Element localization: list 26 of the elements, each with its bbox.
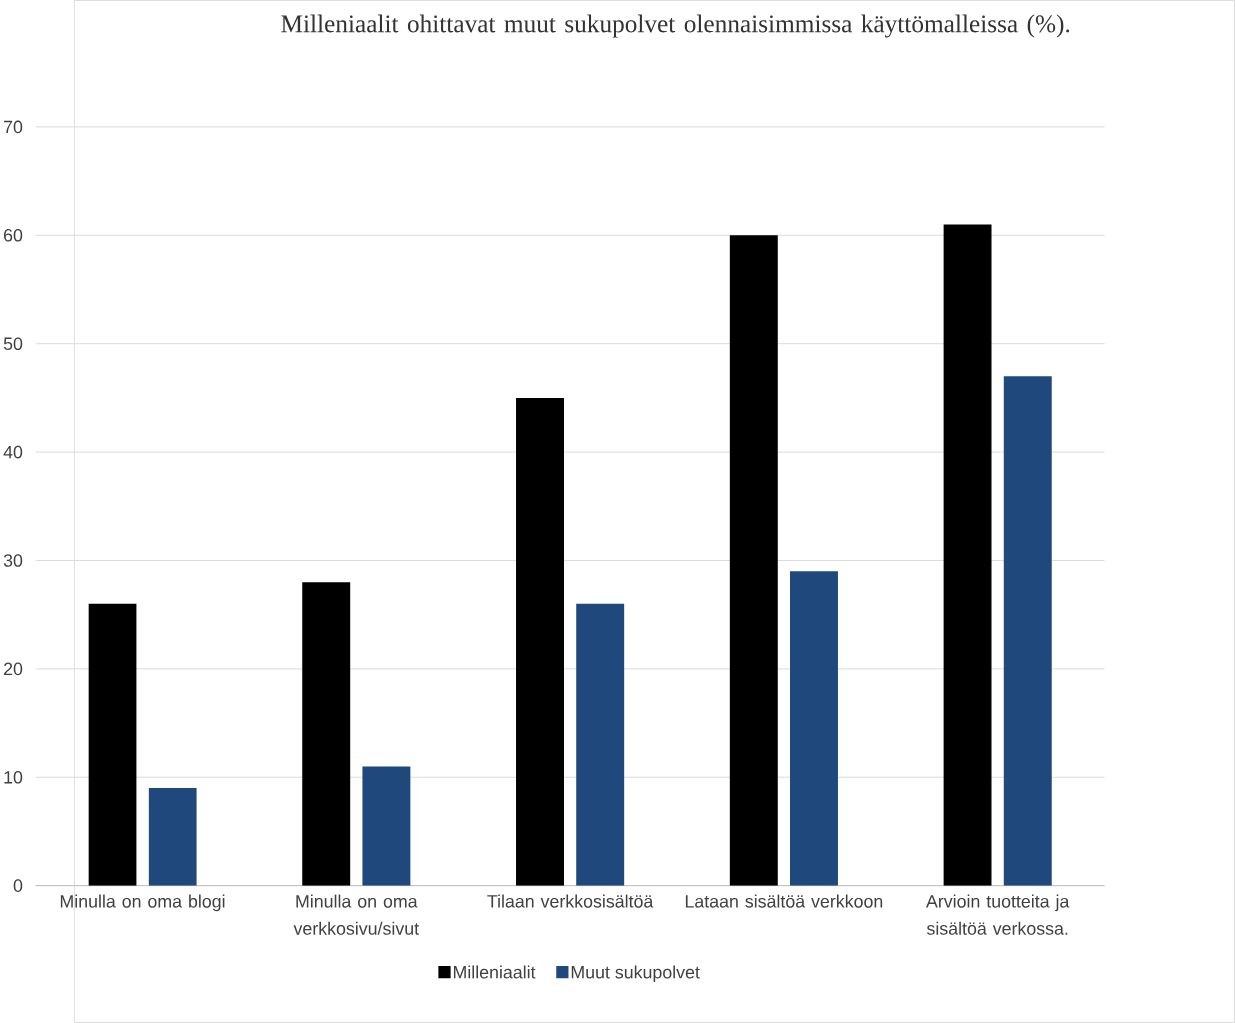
y-tick-label: 40 [3,445,23,459]
bar [88,603,137,886]
bar [148,788,197,886]
x-tick-label: Minulla on oma verkkosivu/sivut [293,894,419,935]
y-tick-label: 20 [4,662,23,676]
y-tick-label: 70 [4,120,23,134]
y-tick-label: 50 [3,337,23,351]
x-tick-label: Lataan sisältöä verkkoon [685,894,883,908]
y-tick-label: 10 [4,771,23,784]
bar [516,397,564,886]
y-tick-label: 0 [13,879,23,892]
y-tick-label: 30 [3,554,23,567]
x-tick-label: Tilaan verkkosisältöä [487,894,654,908]
bar [302,582,351,886]
x-tick-label: Arvioin tuotteita ja sisältöä verkossa. [925,894,1070,935]
y-tick-label: 60 [4,229,23,242]
bar [362,766,411,886]
chart-title: Milleniaalit ohittavat muut sukupolvet olennaisimmissa käyttömalleissa (%). [281,14,1070,38]
bar [576,603,625,886]
legend-label: Muut sukupolvet [571,965,700,983]
bar [1003,376,1052,886]
legend-label: Milleniaalit [453,965,536,979]
bar [729,235,778,886]
x-tick-label: Minulla on oma blogi [60,894,225,912]
bar [943,224,992,886]
bar [790,571,838,886]
